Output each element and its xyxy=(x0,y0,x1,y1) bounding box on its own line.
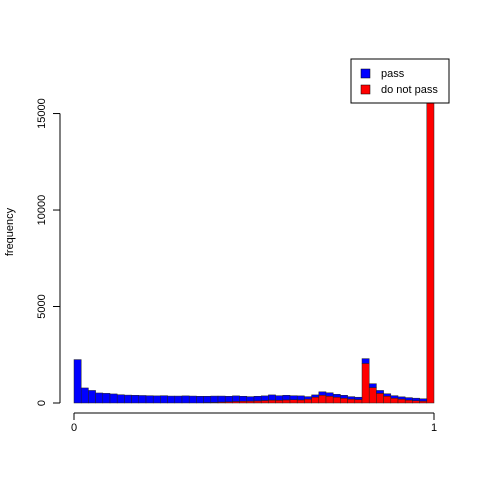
bar xyxy=(88,390,96,404)
bar xyxy=(124,394,132,404)
bar xyxy=(361,358,370,364)
bar xyxy=(181,395,190,404)
bar xyxy=(138,395,147,404)
bar xyxy=(160,395,168,404)
bar xyxy=(296,399,305,404)
bar xyxy=(376,390,384,394)
bar xyxy=(131,395,140,404)
bar xyxy=(354,399,363,404)
bar xyxy=(404,399,413,404)
bar xyxy=(275,395,284,401)
bar xyxy=(404,397,413,401)
x-tick-label: 1 xyxy=(431,422,437,434)
bar xyxy=(275,400,284,404)
bar xyxy=(268,399,276,404)
bar xyxy=(253,400,262,404)
bar xyxy=(167,395,176,404)
bar xyxy=(282,399,291,404)
bar xyxy=(95,392,104,404)
bar xyxy=(390,397,399,404)
bar xyxy=(253,395,262,402)
legend-swatch xyxy=(360,84,371,95)
bar xyxy=(354,396,363,400)
legend-box xyxy=(350,58,450,104)
bar xyxy=(210,395,219,403)
y-tick-label: 0 xyxy=(36,400,48,406)
legend-label: pass xyxy=(381,68,405,80)
bar xyxy=(102,393,111,404)
bar xyxy=(412,397,420,401)
bar xyxy=(419,400,428,404)
bar xyxy=(246,400,255,404)
y-axis-label: frequency xyxy=(4,207,16,256)
bar xyxy=(188,395,197,404)
bar xyxy=(196,395,204,404)
bar xyxy=(311,394,320,398)
bar xyxy=(282,395,291,401)
bar xyxy=(332,394,341,398)
bar xyxy=(325,395,334,404)
bar xyxy=(145,395,154,404)
bar xyxy=(203,395,212,403)
bar xyxy=(361,363,370,404)
y-tick-label: 10000 xyxy=(36,195,48,226)
bar xyxy=(368,383,377,388)
bar xyxy=(152,395,161,404)
bar xyxy=(412,400,420,404)
bar xyxy=(109,393,118,404)
bar xyxy=(289,395,298,400)
y-tick-label: 5000 xyxy=(36,294,48,318)
bar xyxy=(390,395,399,399)
bar xyxy=(80,387,89,404)
bar xyxy=(311,396,320,404)
bar xyxy=(376,393,384,404)
bar xyxy=(426,60,435,404)
bar xyxy=(268,394,276,401)
legend-swatch xyxy=(360,68,371,79)
bar xyxy=(217,395,226,403)
bar xyxy=(224,395,233,403)
bar xyxy=(325,392,334,397)
bar xyxy=(289,399,298,404)
bar xyxy=(239,395,248,402)
x-tick-label: 0 xyxy=(71,422,77,434)
bar xyxy=(340,397,348,404)
bar xyxy=(347,396,356,400)
bar xyxy=(419,398,428,402)
bar xyxy=(73,359,82,404)
bar xyxy=(397,396,406,400)
bar xyxy=(318,391,327,396)
bar xyxy=(232,395,240,402)
bar xyxy=(260,400,269,404)
y-tick-label: 15000 xyxy=(36,98,48,129)
bar xyxy=(174,395,183,404)
bar xyxy=(296,395,305,401)
bar xyxy=(246,396,255,402)
bar xyxy=(347,398,356,404)
bar xyxy=(397,398,406,404)
bar xyxy=(260,395,269,401)
bar xyxy=(239,401,248,404)
bar xyxy=(304,398,312,404)
bar xyxy=(332,396,341,404)
legend-label: do not pass xyxy=(381,84,438,96)
bar xyxy=(383,393,392,397)
bar xyxy=(383,395,392,404)
bar xyxy=(340,395,348,399)
bar xyxy=(318,395,327,404)
bar xyxy=(368,387,377,404)
bar xyxy=(116,394,125,404)
bar xyxy=(304,396,312,400)
